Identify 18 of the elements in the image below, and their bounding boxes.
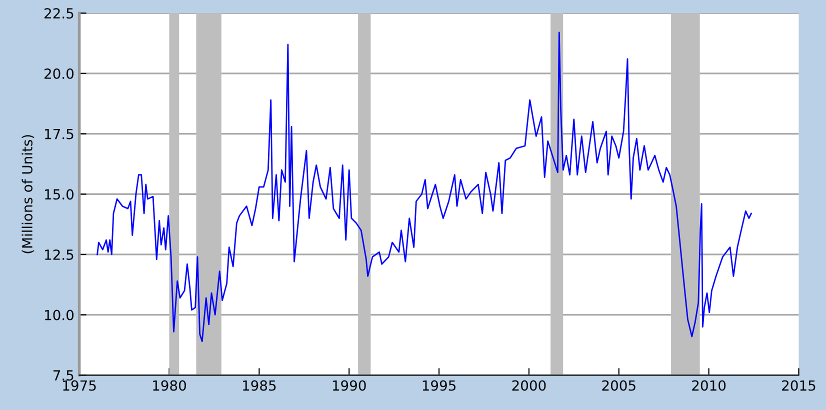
y-tick-label: 20.0 [44,68,74,79]
line-series [96,32,752,342]
x-tick-label: 1975 [63,380,96,391]
x-tick-label: 2015 [782,380,816,391]
x-tick-label: 1990 [332,380,366,391]
x-tick-label: 1995 [422,380,456,391]
y-tick-label: 7.5 [53,370,74,381]
y-tick-label: 10.0 [45,310,74,320]
x-tick-label: 2000 [512,380,546,391]
y-tick-label: 17.5 [45,128,74,140]
y-tick-label: 15.0 [45,189,74,200]
x-tick-label: 1985 [243,380,276,391]
y-axis-title: (Millions of Units) [22,135,34,254]
x-tick-label: 2005 [602,380,636,391]
x-tick-label: 1980 [153,380,186,391]
y-tick-label: 12.5 [45,249,74,260]
x-tick-label: 2010 [692,380,726,391]
y-tick-label: 22.5 [44,8,74,19]
